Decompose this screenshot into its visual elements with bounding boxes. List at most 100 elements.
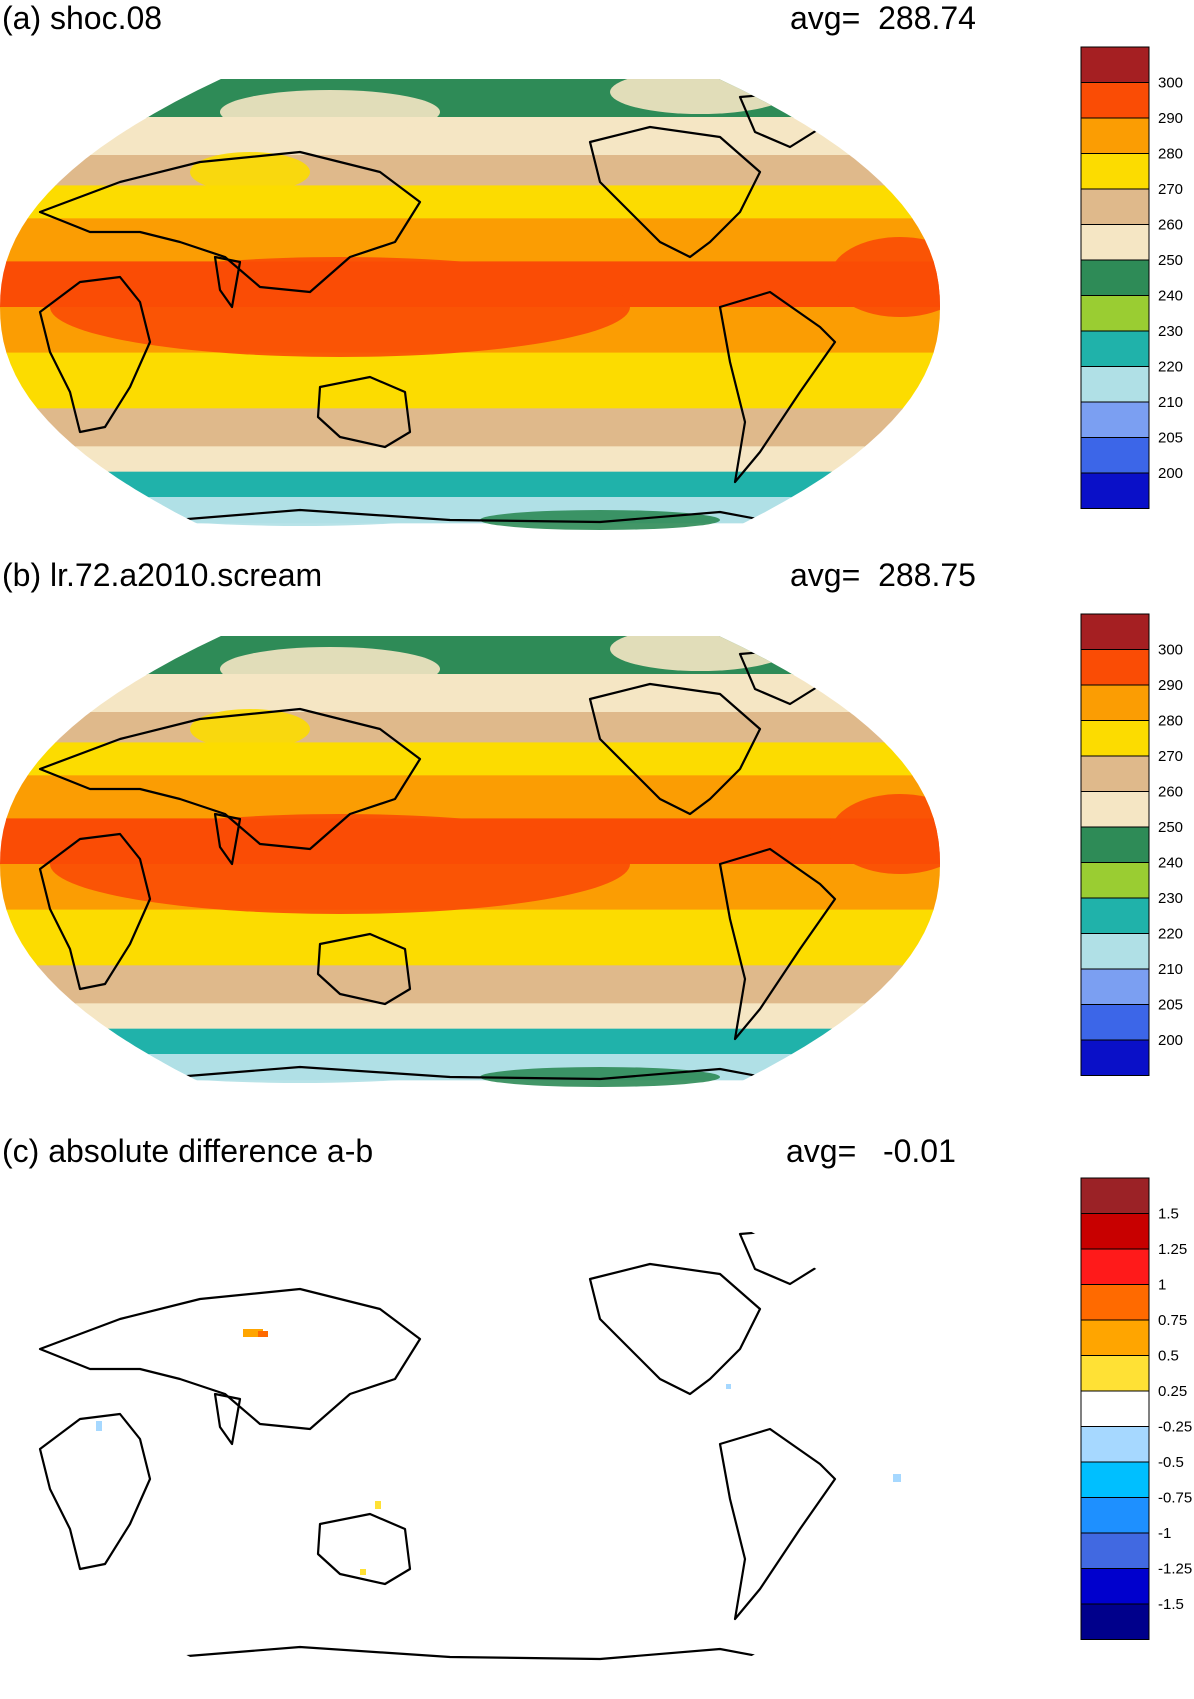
region-patch-0: [50, 257, 630, 357]
panel-b-map: [0, 636, 940, 1092]
colorbar-label-1: 290: [1158, 677, 1183, 694]
colorbar-box-9: [1080, 933, 1150, 970]
continent-outline-0: [38, 832, 152, 991]
colorbar-box-5: [1080, 791, 1150, 828]
colorbar-label-6: -0.25: [1158, 1419, 1192, 1436]
colorbar-box-0: [1080, 1177, 1150, 1214]
lat-band-250: [0, 636, 940, 675]
lat-band-260: [0, 674, 940, 713]
colorbar-label-2: 280: [1158, 146, 1183, 163]
lat-band-290: [0, 218, 940, 263]
colorbar-box-9: [1080, 1497, 1150, 1534]
region-patch-4: [220, 90, 440, 134]
diff-speck-5: [893, 1474, 901, 1482]
lat-band-260: [0, 1003, 940, 1030]
continent-outline-3: [316, 375, 412, 449]
colorbar-label-5: 250: [1158, 252, 1183, 269]
colorbar-box-7: [1080, 1426, 1150, 1463]
lat-band-250: [0, 79, 940, 118]
region-patch-5: [140, 1055, 460, 1083]
panel-b: (b) lr.72.a2010.scream avg= 288.75 300 29…: [0, 557, 1194, 1117]
colorbar-box-6: [1080, 259, 1150, 296]
continent-outline-3: [316, 1512, 412, 1586]
panel-a-title: (a) shoc.08: [2, 0, 163, 36]
region-patch-5: [140, 498, 460, 526]
colorbar-box-8: [1080, 897, 1150, 934]
region-patch-3: [610, 636, 790, 671]
panel-a-map: [0, 79, 940, 535]
region-patch-6: [480, 510, 720, 530]
colorbar-label-2: 1: [1158, 1277, 1166, 1294]
colorbar-box-11: [1080, 1004, 1150, 1041]
lat-band-270: [0, 965, 940, 1005]
colorbar-label-9: -1: [1158, 1525, 1171, 1542]
panel-c-colorbar: 1.5 1.25 1 0.75 0.5 0.25 -0.25 -0.5 -0.75 -1 -1.25…: [1080, 1177, 1192, 1640]
colorbar-label-6: 240: [1158, 855, 1183, 872]
colorbar-box-0: [1080, 46, 1150, 83]
colorbar-box-0: [1080, 613, 1150, 650]
colorbar-label-3: 270: [1158, 748, 1183, 765]
colorbar-label-0: 300: [1158, 75, 1183, 92]
lat-band-260: [0, 117, 940, 156]
colorbar-box-10: [1080, 1532, 1150, 1569]
panel-a-avg: avg= 288.74: [790, 0, 976, 36]
colorbar-box-5: [1080, 1355, 1150, 1392]
region-patch-1: [830, 794, 940, 874]
colorbar-label-11: 200: [1158, 465, 1183, 482]
colorbar-box-12: [1080, 1039, 1150, 1076]
region-patch-3: [610, 79, 790, 114]
panel-a: (a) shoc.08 avg= 288.74 300 290 280 270 260 2…: [0, 0, 1194, 557]
continent-outline-4: [588, 125, 762, 259]
continent-outline-5: [718, 290, 837, 484]
continent-outline-0: [38, 275, 152, 434]
colorbar-box-1: [1080, 649, 1150, 686]
colorbar-label-0: 300: [1158, 642, 1183, 659]
colorbar-label-3: 270: [1158, 181, 1183, 198]
colorbar-box-8: [1080, 330, 1150, 367]
region-patch-0: [50, 814, 630, 914]
lat-band-270: [0, 712, 940, 744]
colorbar-box-10: [1080, 401, 1150, 438]
lat-band-230: [0, 471, 940, 498]
colorbar-label-9: 210: [1158, 961, 1183, 978]
continent-outline-2: [213, 255, 242, 309]
colorbar-box-11: [1080, 437, 1150, 474]
lat-band-280: [0, 742, 940, 777]
lat-band-260: [0, 446, 940, 473]
colorbar-box-10: [1080, 968, 1150, 1005]
map-background: [0, 1216, 940, 1672]
region-patch-1: [830, 237, 940, 317]
colorbar-label-11: -1.5: [1158, 1596, 1184, 1613]
colorbar-label-8: 220: [1158, 926, 1183, 943]
colorbar-label-1: 290: [1158, 110, 1183, 127]
colorbar-box-12: [1080, 472, 1150, 509]
colorbar-box-6: [1080, 1390, 1150, 1427]
lat-band-280: [0, 352, 940, 410]
colorbar-box-11: [1080, 1568, 1150, 1605]
colorbar-box-4: [1080, 755, 1150, 792]
colorbar-label-4: 260: [1158, 217, 1183, 234]
panel-b-title: (b) lr.72.a2010.scream: [2, 557, 323, 593]
colorbar-box-5: [1080, 224, 1150, 261]
colorbar-label-1: 1.25: [1158, 1241, 1187, 1258]
colorbar-box-6: [1080, 826, 1150, 863]
continent-outline-2: [213, 1392, 242, 1446]
colorbar-box-2: [1080, 1248, 1150, 1285]
map-fill: [0, 79, 940, 535]
continent-outline-2: [213, 812, 242, 866]
continent-outline-3: [316, 932, 412, 1006]
colorbar-box-9: [1080, 366, 1150, 403]
lat-band-230: [0, 1028, 940, 1055]
colorbar-box-7: [1080, 295, 1150, 332]
continent-outline-5: [718, 847, 837, 1041]
colorbar-label-10: 205: [1158, 997, 1183, 1014]
colorbar-label-8: -0.75: [1158, 1490, 1192, 1507]
continent-outline-4: [588, 682, 762, 816]
colorbar-label-0: 1.5: [1158, 1206, 1179, 1223]
colorbar-label-10: -1.25: [1158, 1561, 1192, 1578]
region-patch-2: [190, 152, 310, 192]
colorbar-label-2: 280: [1158, 713, 1183, 730]
colorbar-label-7: 230: [1158, 890, 1183, 907]
colorbar-box-1: [1080, 82, 1150, 119]
colorbar-box-8: [1080, 1461, 1150, 1498]
